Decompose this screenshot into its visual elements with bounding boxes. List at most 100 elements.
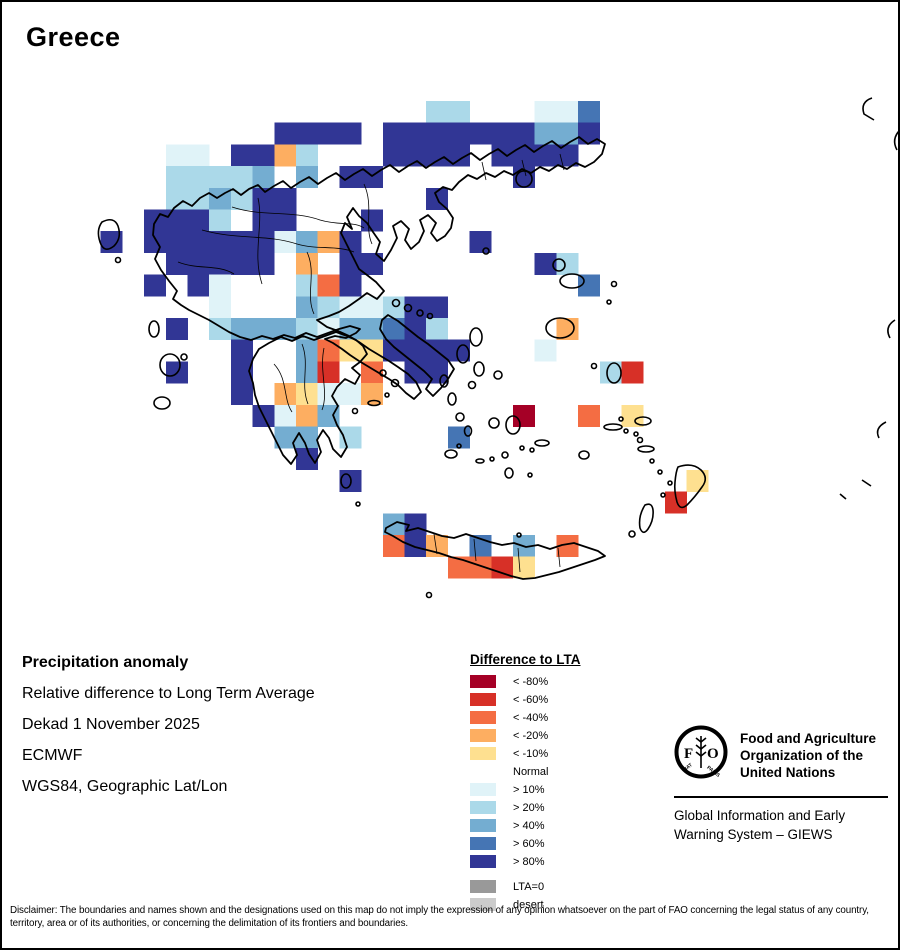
anomaly-cell xyxy=(339,339,362,362)
anomaly-cell xyxy=(621,404,644,427)
disclaimer-text: Disclaimer: The boundaries and names sho… xyxy=(10,905,869,929)
legend-swatch xyxy=(470,801,496,814)
map-info-block: Precipitation anomaly Relative differenc… xyxy=(22,654,315,809)
anomaly-cell xyxy=(513,556,535,579)
legend-label: LTA=0 xyxy=(513,880,545,893)
anomaly-cell xyxy=(230,231,253,254)
anomaly-cell xyxy=(513,144,535,167)
anomaly-cell xyxy=(447,556,470,579)
anomaly-cell xyxy=(491,556,514,579)
legend-label: > 80% xyxy=(513,855,545,868)
fao-organization-name: Food and Agriculture Organization of the… xyxy=(740,731,876,780)
anomaly-cell xyxy=(447,426,470,449)
anomaly-cell xyxy=(339,426,362,449)
legend-label: < -80% xyxy=(513,675,549,688)
legend-swatch xyxy=(470,675,496,688)
anomaly-cell xyxy=(447,339,470,362)
legend-label: < -20% xyxy=(513,729,549,742)
corfu-island xyxy=(97,218,121,250)
legend-label: > 60% xyxy=(513,837,545,850)
legend-swatch xyxy=(470,855,496,868)
admin-borders xyxy=(177,153,565,573)
map-subject: Precipitation anomaly xyxy=(22,654,189,671)
anomaly-cell xyxy=(361,383,384,406)
legend-item: > 60% xyxy=(470,837,620,850)
anomaly-cell xyxy=(361,361,384,384)
anomaly-cell xyxy=(209,166,232,189)
anomaly-cell xyxy=(382,122,405,145)
santorini-island xyxy=(504,467,514,479)
islands xyxy=(97,170,707,599)
anomaly-cell xyxy=(230,187,253,210)
legend-item: > 40% xyxy=(470,819,620,832)
fao-block: F O FIAT PANIS Food and Agriculture Orga… xyxy=(674,724,890,844)
anomaly-cell xyxy=(187,144,210,167)
anomaly-cell xyxy=(404,296,427,319)
anomaly-cell xyxy=(426,101,449,123)
anomaly-cell xyxy=(296,296,318,319)
ikaria-island xyxy=(603,423,623,431)
anomaly-cell xyxy=(165,231,188,254)
anomaly-cell xyxy=(534,339,557,362)
anomaly-cell xyxy=(252,187,275,210)
anomaly-cell xyxy=(274,404,297,427)
kos-island xyxy=(637,445,655,453)
anomaly-cell xyxy=(230,252,253,275)
crete-coastline xyxy=(384,521,606,580)
anomaly-cell xyxy=(317,122,340,145)
legend-item: > 20% xyxy=(470,801,620,814)
anomaly-cell xyxy=(296,426,318,449)
anomaly-cell xyxy=(361,252,384,275)
anomaly-cell xyxy=(252,209,275,232)
anomaly-cell xyxy=(252,252,275,275)
anomaly-cell xyxy=(144,274,167,297)
anomaly-cell xyxy=(317,339,340,362)
anomaly-cell xyxy=(296,122,318,145)
anomaly-cell xyxy=(404,122,427,145)
anomaly-cell xyxy=(296,144,318,167)
anomaly-cell xyxy=(361,296,384,319)
anomaly-cell xyxy=(230,144,253,167)
anomaly-cell xyxy=(252,231,275,254)
chios-island xyxy=(606,362,622,384)
anomaly-cell xyxy=(187,166,210,189)
legend-item: Normal xyxy=(470,765,620,778)
anomaly-cell xyxy=(296,448,318,471)
anomaly-cell xyxy=(426,296,449,319)
samothraki-island xyxy=(552,258,566,272)
anomaly-cell xyxy=(165,187,188,210)
anomaly-cell xyxy=(447,122,470,145)
legend-label: < -10% xyxy=(513,747,549,760)
anomaly-cell xyxy=(317,404,340,427)
map-source: ECMWF xyxy=(22,747,83,764)
anomaly-cell xyxy=(252,166,275,189)
anomaly-cell xyxy=(404,535,427,557)
coastline xyxy=(152,136,606,580)
neighbour-coast-fragments xyxy=(839,97,900,500)
anomaly-cell xyxy=(296,339,318,362)
anomaly-cell xyxy=(426,144,449,167)
anomaly-cell xyxy=(274,231,297,254)
legend-swatch xyxy=(470,819,496,832)
anomaly-cell xyxy=(382,144,405,167)
anomaly-cell xyxy=(187,209,210,232)
anomaly-cell xyxy=(426,318,449,340)
anomaly-cell xyxy=(404,318,427,340)
fao-divider xyxy=(674,796,888,798)
anomaly-cell xyxy=(296,252,318,275)
legend-item: > 10% xyxy=(470,783,620,796)
legend-item: < -60% xyxy=(470,693,620,706)
legend-item: < -40% xyxy=(470,711,620,724)
legend-item: < -10% xyxy=(470,747,620,760)
anomaly-cell xyxy=(447,144,470,167)
legend-swatch xyxy=(470,837,496,850)
anomaly-cell xyxy=(491,122,514,145)
anomaly-cell xyxy=(209,209,232,232)
peloponnese-coastline xyxy=(248,331,368,465)
legend-label: > 40% xyxy=(513,819,545,832)
anomaly-cell xyxy=(578,101,601,123)
anomaly-cell xyxy=(556,101,579,123)
anomaly-cell xyxy=(296,274,318,297)
anomaly-cell xyxy=(426,361,449,384)
